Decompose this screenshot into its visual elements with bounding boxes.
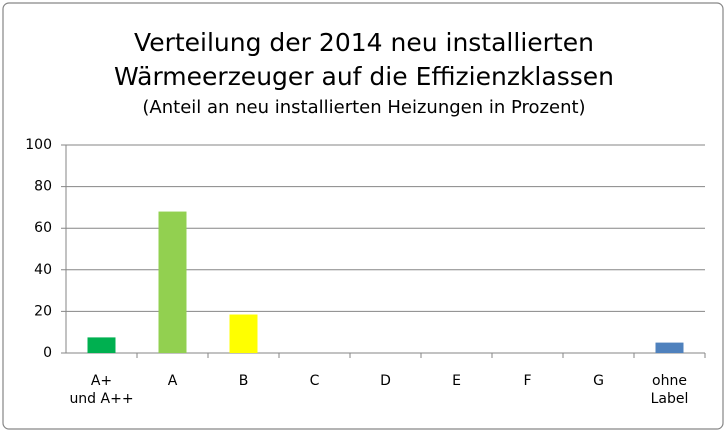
chart-subtitle: (Anteil an neu installierten Heizungen i… bbox=[142, 97, 585, 118]
chart-title-line: Verteilung der 2014 neu installierten bbox=[134, 28, 594, 57]
y-tick-label: 0 bbox=[43, 345, 52, 361]
x-tick-label: C bbox=[310, 373, 320, 389]
bar bbox=[655, 342, 684, 353]
bar bbox=[229, 314, 258, 353]
y-tick-label: 40 bbox=[34, 262, 52, 278]
bar bbox=[87, 337, 116, 353]
x-tick-label: G bbox=[593, 373, 604, 389]
x-tick-label: A bbox=[168, 373, 178, 389]
x-tick-label: B bbox=[239, 373, 249, 389]
y-tick-label: 60 bbox=[34, 220, 52, 236]
y-tick-label: 100 bbox=[25, 137, 52, 153]
x-tick-label: A+ und A++ bbox=[69, 373, 133, 407]
x-tick-label: D bbox=[380, 373, 391, 389]
bar bbox=[158, 211, 187, 353]
y-tick-label: 80 bbox=[34, 179, 52, 195]
x-tick-label: F bbox=[523, 373, 531, 389]
y-tick-label: 20 bbox=[34, 303, 52, 319]
chart-title-line: Wärmeerzeuger auf die Effizienzklassen bbox=[114, 62, 614, 91]
x-tick-label: E bbox=[452, 373, 461, 389]
x-tick-label: ohne Label bbox=[651, 373, 689, 407]
